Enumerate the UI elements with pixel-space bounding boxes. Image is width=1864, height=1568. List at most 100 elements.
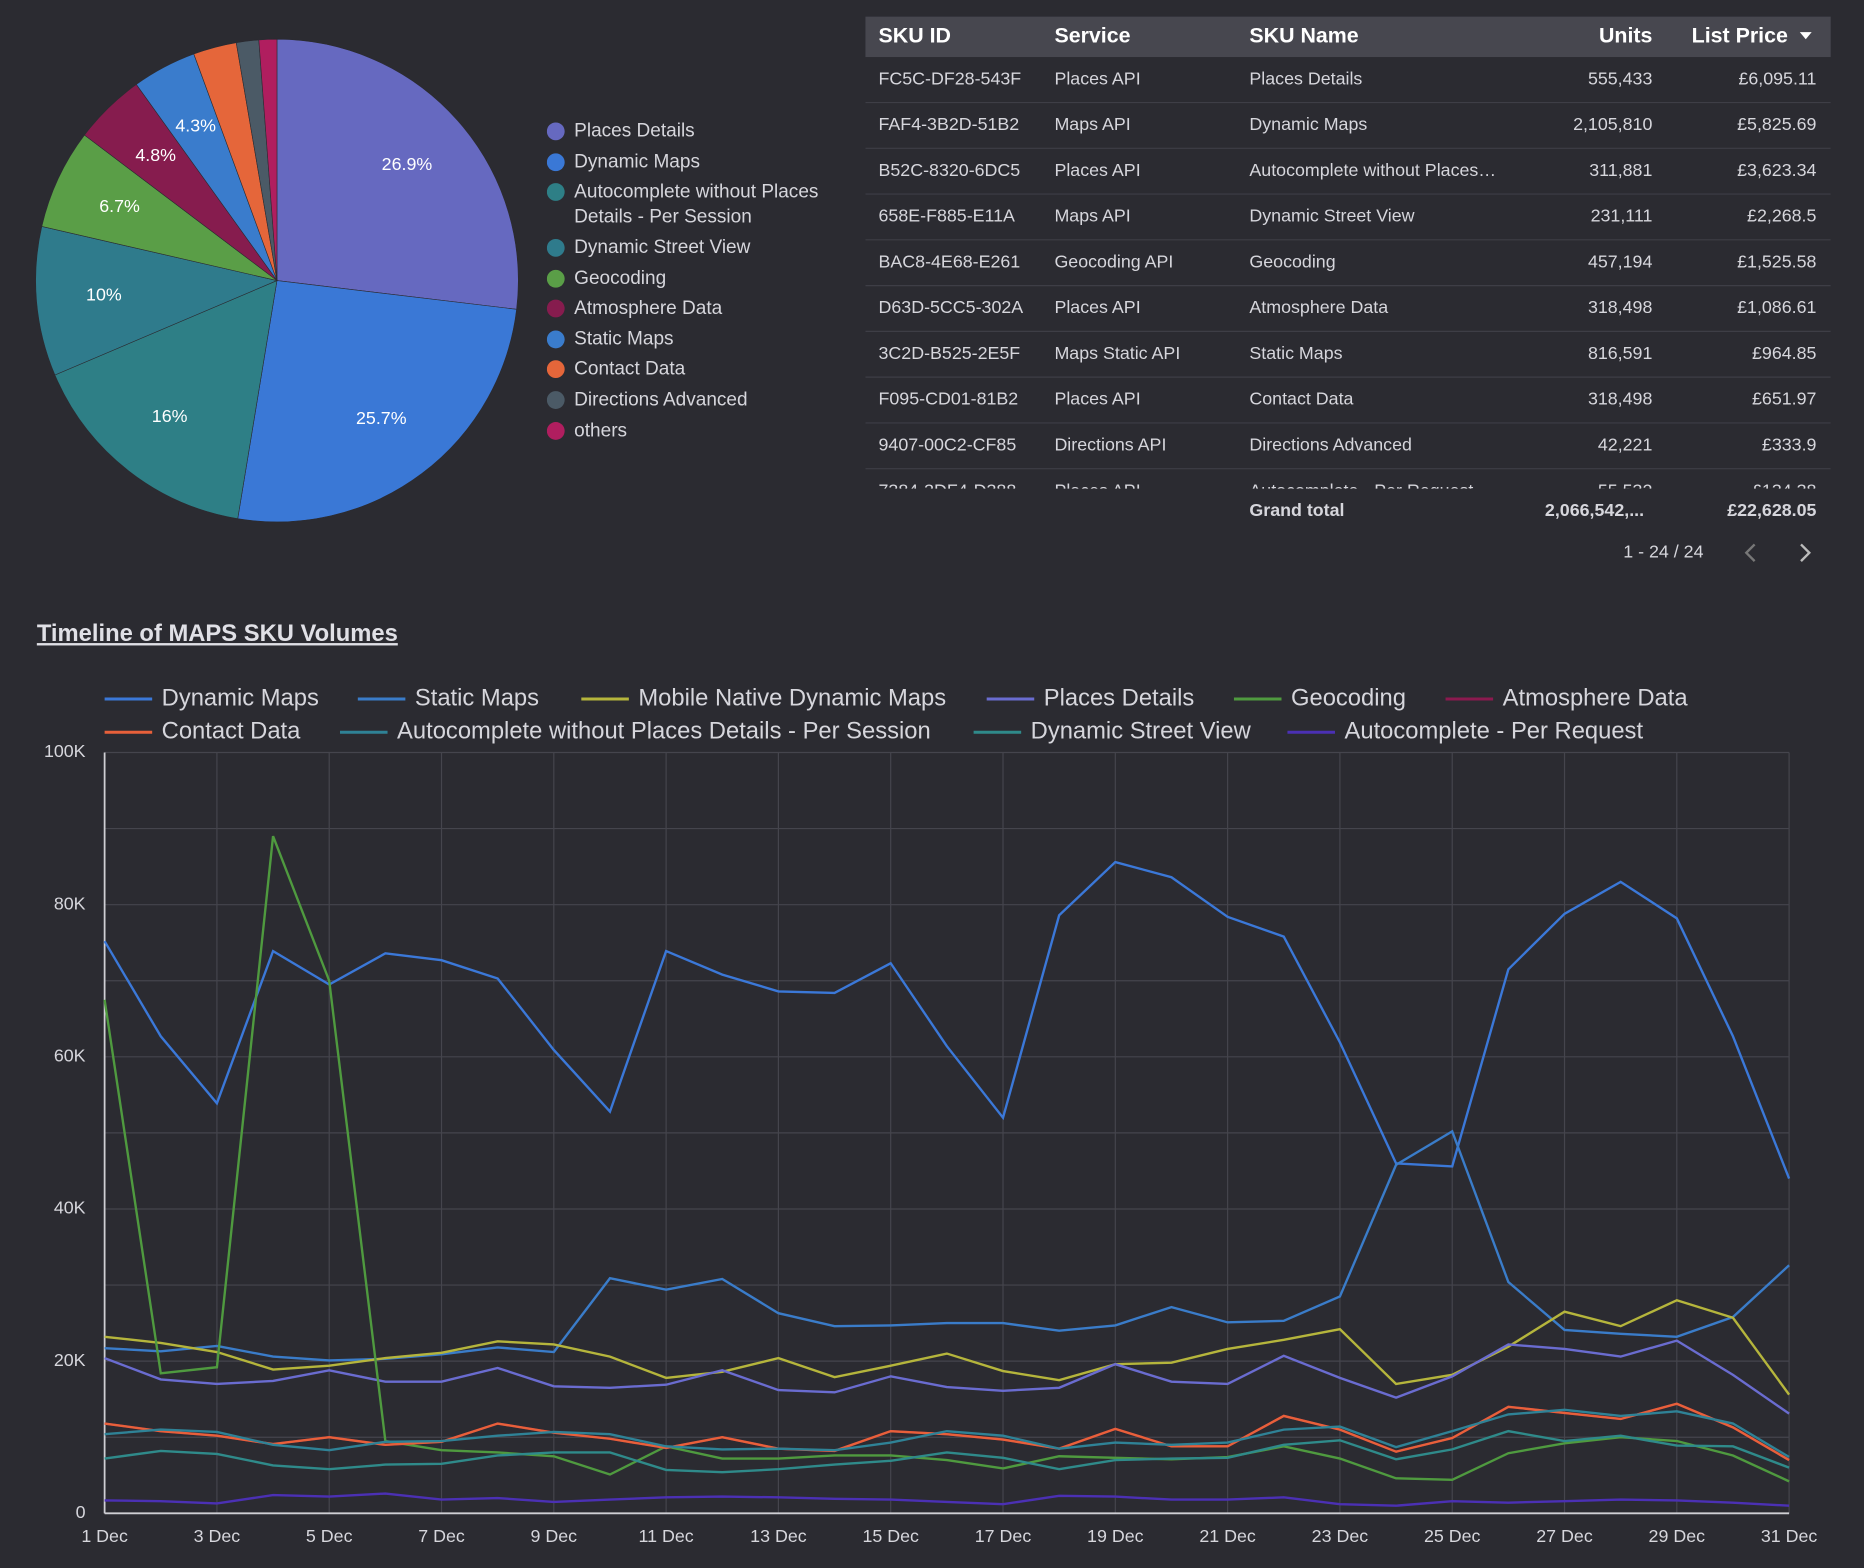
series-line bbox=[104, 1299, 1791, 1396]
legend-label[interactable]: Autocomplete without Places Details - Pe… bbox=[397, 718, 931, 745]
x-tick-label: 5 Dec bbox=[306, 1526, 353, 1546]
table-cell: Directions Advanced bbox=[1249, 434, 1412, 454]
table-cell: £1,525.58 bbox=[1737, 251, 1816, 271]
table-cell: Atmosphere Data bbox=[1249, 297, 1388, 317]
table-cell: Places Details bbox=[1249, 68, 1362, 88]
legend-item[interactable]: Dynamic Street View bbox=[546, 233, 844, 263]
table-cell: 318,498 bbox=[1588, 297, 1653, 317]
legend-swatch bbox=[546, 153, 565, 172]
series-line bbox=[103, 860, 1791, 1179]
column-header[interactable]: SKU Name bbox=[1249, 24, 1358, 48]
legend-item[interactable]: Geocoding bbox=[546, 263, 844, 293]
x-tick-label: 1 Dec bbox=[81, 1526, 128, 1546]
next-page[interactable] bbox=[1800, 543, 1811, 562]
legend-label: others bbox=[574, 420, 628, 441]
grand-total-cell: £22,628.05 bbox=[1727, 500, 1816, 520]
legend-item[interactable]: others bbox=[546, 415, 844, 445]
legend-label[interactable]: Contact Data bbox=[162, 718, 301, 745]
table-cell: Dynamic Maps bbox=[1249, 114, 1367, 134]
legend-item[interactable]: Static Maps bbox=[546, 324, 844, 354]
y-tick-label: 100K bbox=[44, 741, 86, 761]
pie-label: 4.3% bbox=[175, 116, 216, 136]
series-line bbox=[104, 1402, 1790, 1462]
legend-label[interactable]: Autocomplete - Per Request bbox=[1345, 718, 1644, 745]
x-tick-label: 11 Dec bbox=[639, 1526, 694, 1546]
table-cell: Places API bbox=[1054, 160, 1140, 180]
legend-item[interactable]: Dynamic Maps bbox=[546, 147, 844, 177]
legend-label[interactable]: Places Details bbox=[1044, 684, 1195, 711]
table-cell: Places API bbox=[1054, 68, 1140, 88]
table-cell: B52C-8320-6DC5 bbox=[879, 160, 1021, 180]
legend-label[interactable]: Mobile Native Dynamic Maps bbox=[638, 684, 946, 711]
table-cell: £964.85 bbox=[1752, 343, 1817, 363]
table-cell: 9407-00C2-CF85 bbox=[879, 434, 1017, 454]
table-cell: £651.97 bbox=[1752, 389, 1817, 409]
y-tick-label: 80K bbox=[54, 893, 86, 913]
table-cell: Places API bbox=[1054, 389, 1140, 409]
column-header[interactable]: Units bbox=[1599, 24, 1653, 48]
table-cell: £333.9 bbox=[1762, 434, 1817, 454]
table-cell: 555,433 bbox=[1588, 68, 1653, 88]
column-header[interactable]: Service bbox=[1054, 24, 1130, 48]
table-header-bg bbox=[865, 16, 1831, 58]
table: SKU ID Service SKU Name Units List Price Gran… bbox=[865, 16, 1831, 562]
table-cell: 311,881 bbox=[1589, 160, 1652, 180]
legend-label[interactable]: Dynamic Street View bbox=[1031, 718, 1252, 745]
x-tick-label: 23 Dec bbox=[1312, 1526, 1369, 1546]
y-tick-label: 0 bbox=[76, 1502, 86, 1522]
pie-label: 6.7% bbox=[99, 196, 140, 216]
legend-item[interactable]: Autocomplete without Places Details - Pe… bbox=[546, 177, 844, 232]
table-cell: F095-CD01-81B2 bbox=[879, 389, 1019, 409]
table-cell: Dynamic Street View bbox=[1249, 206, 1414, 226]
table-cell: BAC8-4E68-E261 bbox=[879, 251, 1021, 271]
legend-swatch bbox=[546, 299, 565, 318]
legend-swatch bbox=[546, 183, 565, 202]
table-cell: Places API bbox=[1054, 297, 1140, 317]
table-cell: Autocomplete without Places… bbox=[1249, 160, 1496, 180]
table-cell: 7384-3DF4-D388 bbox=[879, 480, 1017, 500]
legend-swatch bbox=[546, 391, 565, 409]
column-header[interactable]: SKU ID bbox=[879, 24, 951, 48]
legend-item[interactable]: Atmosphere Data bbox=[546, 294, 844, 324]
pie-slice bbox=[54, 280, 278, 520]
legend-swatch bbox=[546, 269, 565, 288]
grand-total-cell: 2,066,542,... bbox=[1545, 500, 1644, 520]
table-cell: Maps Static API bbox=[1054, 343, 1180, 363]
legend-label: Dynamic Maps bbox=[574, 152, 700, 173]
line-chart: 0 20K 40K 60K 80K 100K 1 Dec 3 Dec 5 Dec 7 Dec 9 D… bbox=[44, 684, 1817, 1546]
legend-item[interactable]: Directions Advanced bbox=[546, 385, 844, 415]
table-cell: Geocoding API bbox=[1054, 251, 1173, 271]
x-tick-label: 17 Dec bbox=[975, 1526, 1032, 1546]
pie-legend-box: Places Details Dynamic Maps Autocomplete w… bbox=[546, 117, 844, 445]
legend-label[interactable]: Static Maps bbox=[415, 684, 539, 711]
legend-item[interactable]: Contact Data bbox=[546, 354, 844, 384]
x-tick-label: 15 Dec bbox=[862, 1526, 919, 1546]
legend-label[interactable]: Atmosphere Data bbox=[1503, 684, 1689, 711]
series-line bbox=[104, 1429, 1790, 1474]
table-cell: 231,111 bbox=[1591, 206, 1653, 226]
table-cell: £3,623.34 bbox=[1737, 160, 1816, 180]
table-cell: £1,086.61 bbox=[1737, 297, 1816, 317]
legend-swatch bbox=[546, 360, 565, 379]
table-cell: Contact Data bbox=[1249, 389, 1353, 409]
table-cell: £2,268.5 bbox=[1747, 206, 1816, 226]
legend-swatch bbox=[546, 421, 565, 440]
legend-swatch bbox=[546, 239, 565, 257]
legend-swatch bbox=[546, 122, 565, 141]
legend-label[interactable]: Dynamic Maps bbox=[162, 684, 319, 711]
table-cell: FAF4-3B2D-51B2 bbox=[879, 114, 1020, 134]
legend-label[interactable]: Geocoding bbox=[1291, 684, 1406, 711]
x-tick-label: 3 Dec bbox=[194, 1526, 241, 1546]
pie-chart: 26.9% 25.7% 16% 10% 6.7% 4.8% 4.3% bbox=[35, 38, 519, 523]
legend-item[interactable]: Places Details bbox=[546, 117, 844, 147]
pie-slice bbox=[258, 38, 278, 281]
x-tick-label: 13 Dec bbox=[750, 1526, 807, 1546]
x-tick-label: 29 Dec bbox=[1649, 1526, 1706, 1546]
sort-indicator[interactable] bbox=[1799, 32, 1812, 40]
x-tick-label: 31 Dec bbox=[1761, 1526, 1818, 1546]
column-header[interactable]: List Price bbox=[1692, 24, 1788, 48]
pie-slice bbox=[35, 226, 278, 376]
prev-page[interactable] bbox=[1744, 543, 1756, 562]
